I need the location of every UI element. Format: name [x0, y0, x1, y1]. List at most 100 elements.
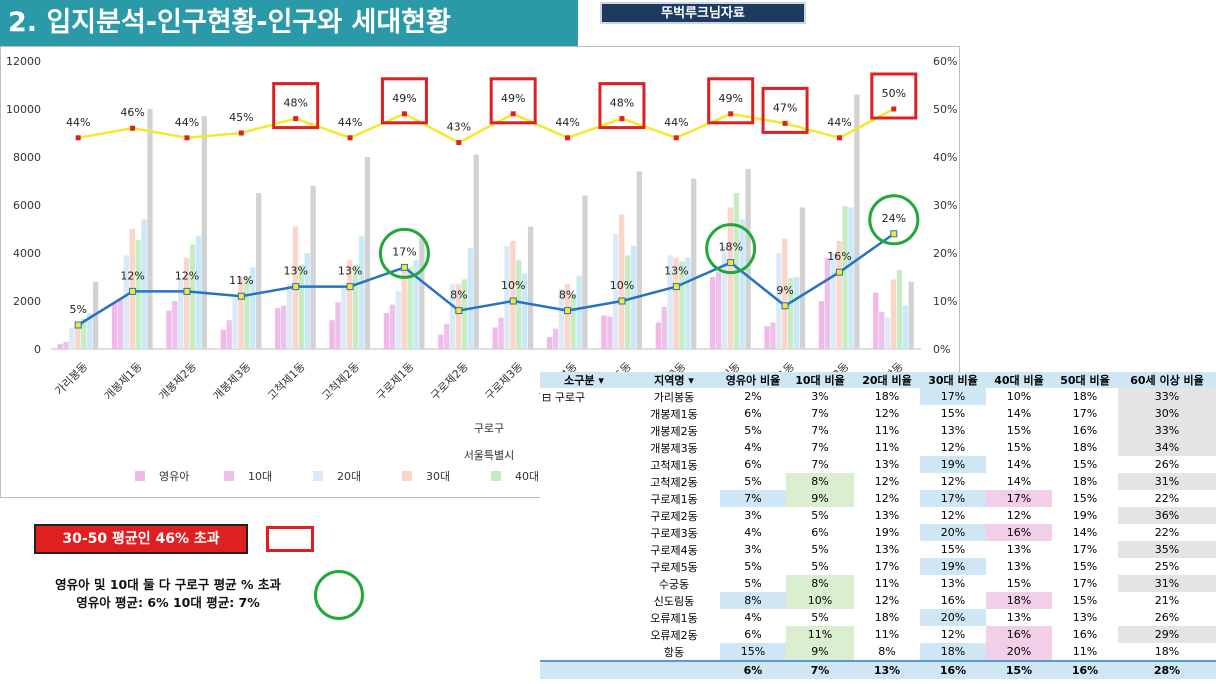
total-row: 6% 7% 13% 16% 15% 16% 28% [540, 660, 1216, 679]
bar [395, 291, 401, 349]
group-cell [540, 507, 628, 524]
bar [69, 327, 75, 349]
ratio-cell: 16% [986, 524, 1052, 541]
bar [401, 267, 407, 349]
bar [624, 255, 631, 349]
bar [830, 253, 836, 349]
ratio-cell: 31% [1118, 473, 1216, 490]
ratio-cell: 29% [1118, 626, 1216, 643]
bar [335, 302, 341, 349]
data-label: 48% [610, 97, 634, 110]
ratio-cell: 15% [1006, 441, 1032, 454]
region-cell: 고척제1동 [650, 458, 698, 472]
table-row: 항동 15% 9% 8% 18% 20% 11% 18% [540, 643, 1216, 661]
line-point [835, 268, 843, 276]
table-row: 구로제5동 5% 5% 17% 19% 13% 15% 25% [540, 558, 1216, 575]
region-cell: 수궁동 [658, 577, 690, 591]
table-row: 수궁동 5% 8% 11% 13% 15% 17% 31% [540, 575, 1216, 592]
y-tick-label: 0 [34, 343, 41, 356]
region-cell: 구로제3동 [650, 526, 698, 540]
x-tick-label: 구로제2동 [428, 360, 471, 403]
ratio-cell: 5% [744, 475, 762, 488]
total-cell: 16% [920, 660, 986, 679]
pivot-col-header: 20대 비율 [854, 372, 920, 388]
ratio-cell: 33% [1118, 388, 1216, 405]
bar [147, 109, 153, 349]
y-tick-label: 10000 [6, 103, 41, 116]
group-cell[interactable]: ⊟ 구로구 [542, 390, 586, 404]
bar [770, 322, 776, 349]
ratio-cell: 18% [986, 592, 1052, 609]
bar [661, 307, 667, 349]
bar [353, 265, 359, 349]
ratio-cell: 26% [1154, 458, 1180, 471]
table-row: 구로제2동 3% 5% 13% 12% 12% 19% 36% [540, 507, 1216, 524]
bar [618, 214, 625, 349]
line-point [890, 230, 898, 238]
table-row: 구로제3동 4% 6% 19% 20% 16% 14% 22% [540, 524, 1216, 541]
bar [383, 313, 390, 349]
line-point [347, 135, 353, 141]
bar [123, 255, 130, 349]
pivot-col-header[interactable]: 지역명 ▾ [628, 372, 720, 388]
pivot-col-header: 40대 비율 [986, 372, 1052, 388]
line-point [293, 116, 299, 122]
group-cell [540, 643, 628, 661]
bar [413, 260, 419, 349]
ratio-cell: 12% [874, 475, 900, 488]
ratio-cell: 11% [786, 626, 854, 643]
data-label: 11% [229, 274, 253, 287]
bar [141, 219, 147, 349]
ratio-cell: 10% [1006, 390, 1032, 403]
ratio-cell: 22% [1154, 492, 1180, 505]
bar [166, 310, 172, 349]
region-cell: 항동 [663, 645, 685, 659]
x-tick-label: 고척제1동 [265, 360, 308, 403]
data-label: 45% [229, 111, 253, 124]
ratio-cell: 19% [874, 526, 900, 539]
data-label: 46% [120, 106, 144, 119]
group-cell [540, 439, 628, 456]
data-label: 43% [447, 121, 471, 134]
ratio-cell: 18% [1072, 390, 1098, 403]
legend-label: 영유아 [159, 470, 189, 483]
y2-tick-label: 30% [933, 199, 957, 212]
table-row: 오류제1동 4% 5% 18% 20% 13% 13% 26% [540, 609, 1216, 626]
bar [467, 248, 473, 349]
bar [673, 257, 679, 349]
ratio-cell: 8% [878, 645, 896, 658]
line-point [509, 297, 517, 305]
y-tick-label: 4000 [13, 247, 41, 260]
bar [256, 193, 262, 349]
pivot-col-header[interactable]: 소구분 ▾ [540, 372, 628, 388]
ratio-cell: 14% [1006, 407, 1032, 420]
bar [710, 277, 716, 349]
bar [721, 245, 728, 349]
ratio-cell: 5% [744, 560, 762, 573]
x-tick-label: 개봉제2동 [156, 360, 199, 403]
data-label: 12% [120, 269, 144, 282]
bar [836, 241, 842, 349]
group-cell [540, 422, 628, 439]
y-tick-label: 8000 [13, 151, 41, 164]
region-cell: 구로제1동 [650, 492, 698, 506]
y-tick-label: 6000 [13, 199, 41, 212]
y2-tick-label: 0% [933, 343, 950, 356]
region-cell: 가리봉동 [653, 390, 695, 404]
red-highlight-box [598, 82, 646, 130]
line-point [292, 283, 300, 291]
bar [280, 305, 287, 349]
ratio-cell: 11% [874, 577, 900, 590]
data-label: 49% [718, 92, 742, 105]
ratio-cell: 18% [874, 390, 900, 403]
group-cell [540, 473, 628, 490]
bar [691, 178, 697, 349]
total-cell: 15% [986, 660, 1052, 679]
green-note-line-2: 영유아 평균: 6% 10대 평균: 7% [76, 595, 260, 610]
total-cell: 7% [786, 660, 854, 679]
bar [81, 319, 87, 349]
ratio-cell: 8% [786, 575, 854, 592]
bar [745, 169, 751, 349]
ratio-cell: 11% [874, 628, 900, 641]
pivot-col-header: 영유아 비율 [720, 372, 786, 388]
